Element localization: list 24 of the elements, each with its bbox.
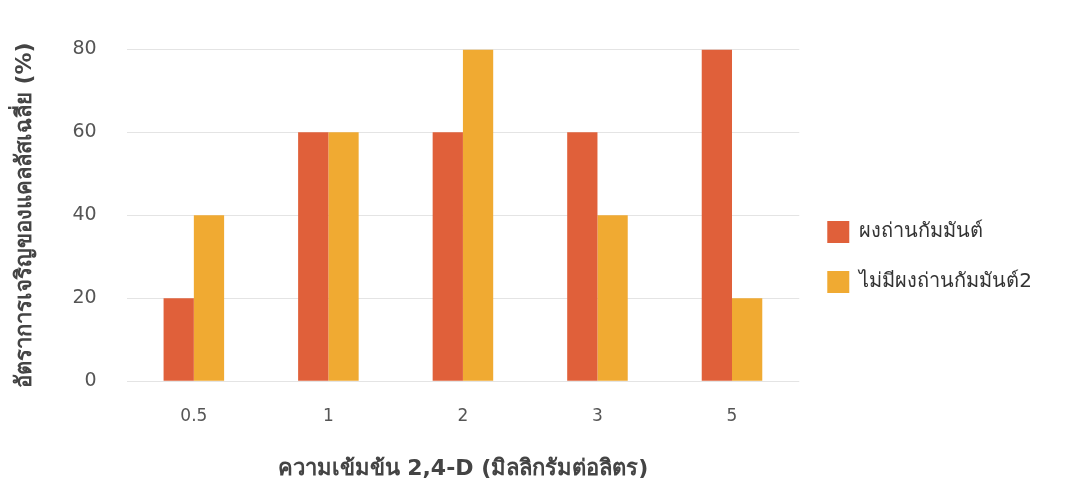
y-axis-title: อัตราการเจริญของแคลลัสเฉลี่ย (%)	[6, 42, 37, 389]
legend-label: ไม่มีผงถ่านกัมมันต์2	[857, 268, 1033, 293]
x-tick-label: 3	[592, 404, 603, 425]
y-tick-label: 0	[84, 368, 97, 391]
bar	[432, 132, 463, 381]
bar	[567, 132, 598, 381]
bar	[298, 132, 329, 381]
x-tick-label: 5	[726, 404, 738, 425]
bar	[328, 132, 359, 381]
x-axis-title: ความเข้มข้น 2,4-D (มิลลิกรัมต่อลิตร)	[277, 454, 649, 480]
y-tick-label: 60	[72, 119, 97, 142]
bar	[163, 298, 194, 381]
bar	[732, 298, 763, 381]
bar	[462, 49, 494, 381]
x-tick-label: 1	[322, 404, 334, 425]
bar	[193, 215, 225, 381]
bar	[597, 215, 628, 381]
bar	[701, 49, 733, 381]
y-tick-label: 40	[72, 202, 97, 225]
x-tick-label: 2	[457, 404, 469, 425]
y-tick-label: 80	[72, 36, 97, 59]
y-tick-label: 20	[72, 285, 97, 308]
legend-label: ผงถ่านกัมมันต์	[859, 218, 984, 243]
x-tick-label: 0.5	[180, 404, 208, 425]
